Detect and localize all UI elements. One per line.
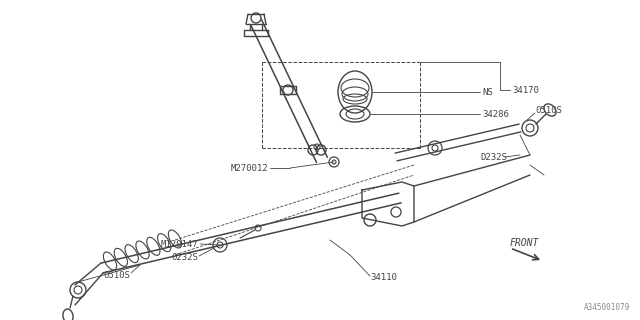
Text: D232S: D232S: [480, 153, 507, 162]
Text: 0510S: 0510S: [535, 106, 562, 115]
Text: FRONT: FRONT: [510, 238, 540, 248]
Text: 34170: 34170: [512, 85, 539, 94]
Text: M270012: M270012: [230, 164, 268, 172]
Text: 0510S: 0510S: [103, 270, 130, 279]
Text: 34110: 34110: [370, 274, 397, 283]
Text: A345001079: A345001079: [584, 303, 630, 312]
Text: 0232S: 0232S: [171, 253, 198, 262]
Text: NS: NS: [482, 87, 493, 97]
Text: M120147: M120147: [161, 239, 198, 249]
Text: 34286: 34286: [482, 109, 509, 118]
